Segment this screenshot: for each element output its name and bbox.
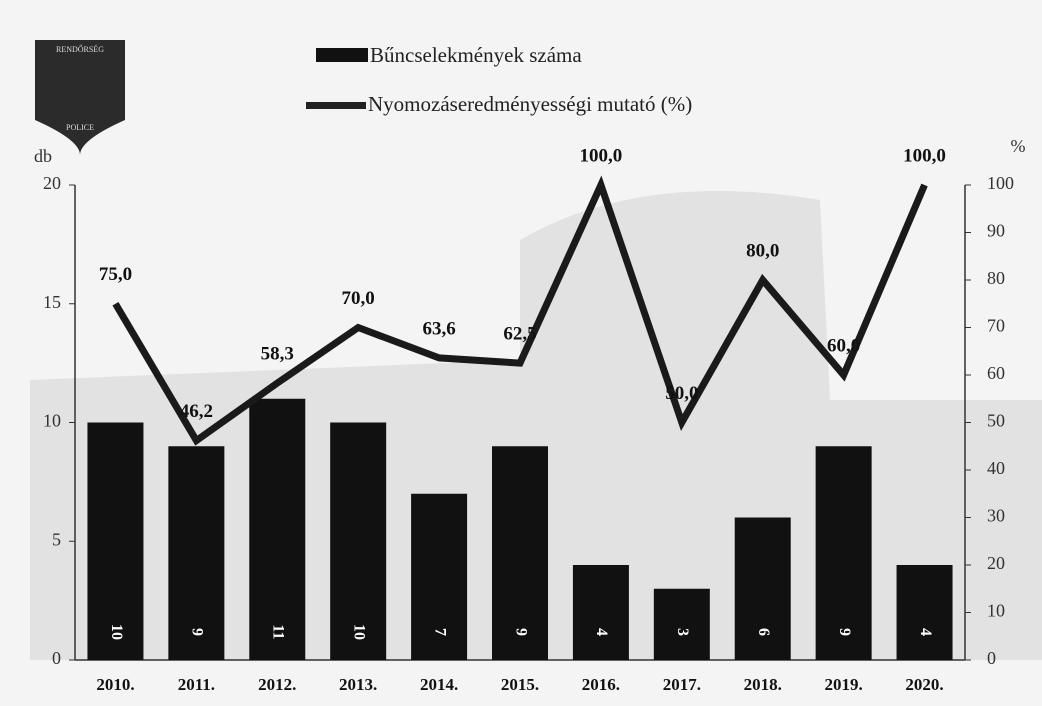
- y-tick-label: 0: [52, 648, 61, 668]
- bar-value-label: 6: [755, 628, 772, 636]
- bar-value-label: 9: [836, 628, 853, 636]
- line-value-label: 60,0: [827, 335, 860, 356]
- bar-value-label: 9: [512, 628, 529, 636]
- bar: [168, 446, 225, 660]
- bar: [815, 446, 872, 660]
- x-tick-label: 2012.: [258, 675, 296, 694]
- legend-swatch-bar: [316, 48, 368, 62]
- line-value-label: 58,3: [261, 343, 294, 364]
- x-tick-label: 2019.: [825, 675, 863, 694]
- bar: [249, 398, 306, 660]
- bar-value-label: 9: [189, 628, 206, 636]
- y2-tick-label: 40: [987, 458, 1005, 478]
- y-tick-label: 10: [43, 411, 61, 431]
- x-tick-label: 2018.: [744, 675, 782, 694]
- line-value-label: 75,0: [99, 264, 132, 285]
- line-value-label: 63,6: [422, 318, 455, 339]
- badge-top: RENDŐRSÉG: [56, 44, 104, 54]
- bar: [411, 493, 468, 660]
- x-tick-label: 2020.: [905, 675, 943, 694]
- badge-bottom: POLICE: [66, 123, 94, 132]
- bar-value-label: 11: [270, 624, 287, 639]
- x-tick-label: 2014.: [420, 675, 458, 694]
- line-value-label: 50,0: [665, 383, 698, 404]
- y2-tick-label: 20: [987, 553, 1005, 573]
- y2-tick-label: 90: [987, 221, 1005, 241]
- x-tick-label: 2011.: [178, 675, 215, 694]
- y2-tick-label: 30: [987, 506, 1005, 526]
- bar-value-label: 10: [108, 624, 125, 640]
- y2-tick-label: 60: [987, 363, 1005, 383]
- bar: [572, 565, 629, 660]
- bar-value-label: 7: [431, 628, 448, 636]
- line-value-label: 80,0: [746, 240, 779, 261]
- x-tick-label: 2016.: [582, 675, 620, 694]
- bar-value-label: 4: [593, 628, 610, 636]
- x-tick-label: 2010.: [96, 675, 134, 694]
- line-value-label: 100,0: [580, 145, 623, 166]
- line-value-label: 46,2: [180, 401, 213, 422]
- y-tick-label: 5: [52, 529, 61, 549]
- bar: [87, 422, 144, 660]
- x-tick-label: 2015.: [501, 675, 539, 694]
- bar: [492, 446, 548, 660]
- y-tick-label: 15: [43, 292, 61, 312]
- y2-tick-label: 0: [987, 648, 996, 668]
- bar-value-label: 10: [351, 624, 368, 640]
- bar-value-label: 3: [674, 628, 691, 636]
- y2-tick-label: 70: [987, 316, 1005, 336]
- y-tick-label: 20: [43, 173, 61, 193]
- bar: [734, 517, 791, 660]
- y2-tick-label: 100: [987, 173, 1014, 193]
- bar: [653, 588, 710, 660]
- logo-badge: [35, 40, 125, 155]
- y-axis-label: db: [34, 146, 52, 166]
- bar: [330, 422, 387, 660]
- bar: [896, 565, 953, 660]
- y2-tick-label: 80: [987, 268, 1005, 288]
- x-tick-label: 2017.: [663, 675, 701, 694]
- y2-axis-label: %: [1011, 136, 1026, 156]
- line: [112, 175, 928, 446]
- legend-label: Bűncselekmények száma: [370, 43, 582, 67]
- legend-swatch-line: [306, 102, 366, 109]
- y2-tick-label: 10: [987, 601, 1005, 621]
- line-value-label: 100,0: [903, 145, 946, 166]
- line-value-label: 70,0: [342, 288, 375, 309]
- bar-value-label: 4: [917, 628, 934, 636]
- legend-label: Nyomozáseredményességi mutató (%): [368, 92, 692, 116]
- x-tick-label: 2013.: [339, 675, 377, 694]
- y2-tick-label: 50: [987, 411, 1005, 431]
- line-value-label: 62,5: [503, 323, 536, 344]
